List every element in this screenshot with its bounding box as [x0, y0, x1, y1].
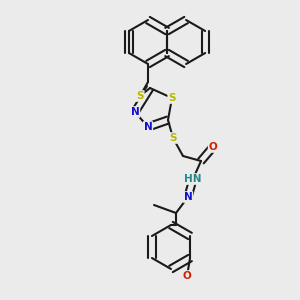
Text: HN: HN [184, 174, 202, 184]
Text: S: S [168, 93, 176, 103]
Text: O: O [208, 142, 217, 152]
Text: N: N [144, 122, 152, 132]
Text: O: O [183, 271, 191, 281]
Text: S: S [169, 133, 177, 143]
Text: S: S [136, 91, 144, 101]
Text: N: N [130, 107, 140, 117]
Text: N: N [184, 192, 192, 202]
